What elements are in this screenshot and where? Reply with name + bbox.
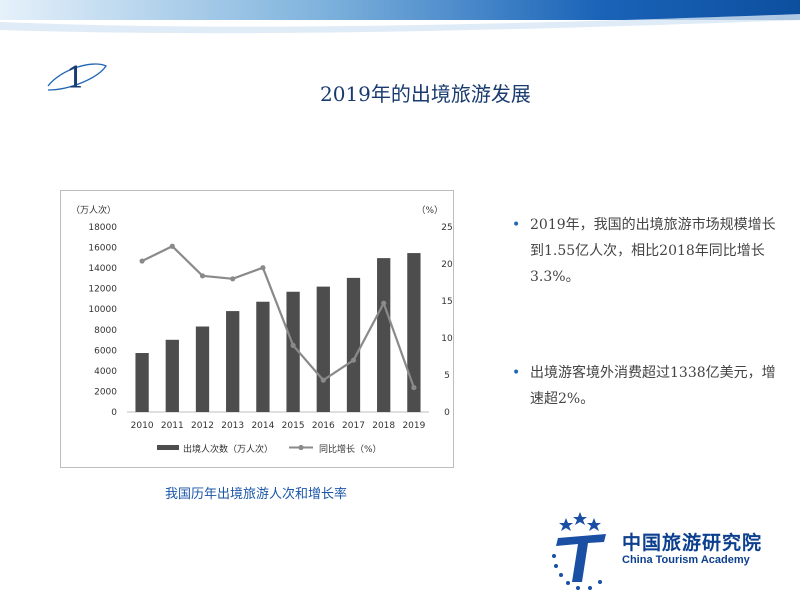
growth-point-2014 bbox=[260, 265, 266, 271]
left-tick-label: 12000 bbox=[88, 285, 117, 295]
left-tick-label: 4000 bbox=[94, 367, 117, 377]
logo-t-star-icon bbox=[552, 512, 606, 590]
legend-line-marker bbox=[298, 444, 304, 451]
right-tick-label: 20 bbox=[441, 260, 453, 270]
header-band bbox=[0, 0, 800, 20]
chart-container: （万人次） （%） 0 2000 4000 6000 8000 10000 12000 14000… bbox=[60, 190, 454, 468]
right-tick-label: 10 bbox=[441, 334, 453, 344]
combo-chart: （万人次） （%） 0 2000 4000 6000 8000 10000 12000 14000… bbox=[71, 204, 453, 455]
left-tick-label: 14000 bbox=[88, 264, 117, 274]
logo-english-name: China Tourism Academy bbox=[622, 554, 750, 566]
x-tick-label: 2012 bbox=[191, 421, 214, 431]
x-tick-label: 2018 bbox=[372, 421, 395, 431]
growth-point-2017 bbox=[350, 357, 357, 363]
logo-chinese-name: 中国旅游研究院 bbox=[622, 532, 763, 554]
growth-line bbox=[141, 244, 415, 388]
left-tick-label: 6000 bbox=[94, 346, 117, 356]
bullet-text: 出境游客境外消费超过1338亿美元，增速超2%。 bbox=[530, 365, 776, 407]
bullet-item: • 出境游客境外消费超过1338亿美元，增速超2%。 bbox=[508, 360, 778, 412]
bar-2014 bbox=[256, 301, 270, 412]
bar-2011 bbox=[165, 339, 179, 412]
bar-2015 bbox=[286, 291, 300, 412]
section-number-text: 1 bbox=[66, 61, 85, 96]
growth-point-2011 bbox=[169, 243, 175, 249]
growth-point-2018 bbox=[381, 300, 387, 306]
bar-2010 bbox=[135, 353, 149, 412]
left-tick-label: 10000 bbox=[88, 305, 117, 315]
bullet-dot-icon: • bbox=[512, 365, 521, 381]
section-number: 1 bbox=[47, 61, 107, 96]
bar-2018 bbox=[377, 258, 391, 412]
x-tick-label: 2015 bbox=[282, 421, 305, 431]
growth-point-2016 bbox=[320, 377, 326, 383]
bullet-text: 2019年，我国的出境旅游市场规模增长到1.55亿人次，相比2018年同比增长3… bbox=[530, 217, 776, 285]
x-tick-label: 2014 bbox=[251, 421, 274, 431]
right-axis-unit: （%） bbox=[416, 205, 443, 216]
x-tick-label: 2016 bbox=[312, 421, 335, 431]
growth-point-2012 bbox=[199, 273, 206, 279]
growth-point-2015 bbox=[290, 342, 296, 348]
academy-logo: 中国旅游研究院 China Tourism Academy bbox=[548, 510, 788, 592]
growth-point-2019 bbox=[411, 384, 417, 391]
growth-point-2010 bbox=[139, 258, 145, 264]
right-tick-label: 25 bbox=[441, 223, 452, 233]
left-tick-label: 8000 bbox=[94, 326, 117, 336]
left-axis-unit: （万人次） bbox=[71, 204, 116, 216]
x-tick-label: 2011 bbox=[161, 421, 184, 431]
right-tick-label: 5 bbox=[444, 371, 450, 381]
legend-bar-swatch bbox=[157, 445, 179, 450]
left-tick-label: 16000 bbox=[88, 244, 117, 254]
chart-caption: 我国历年出境旅游人次和增长率 bbox=[164, 487, 347, 502]
bullet-dot-icon: • bbox=[512, 217, 521, 233]
slide-title: 2019年的出境旅游发展 bbox=[320, 82, 531, 106]
bar-2012 bbox=[195, 326, 210, 412]
x-tick-label: 2010 bbox=[131, 421, 154, 431]
bar-2016 bbox=[316, 286, 330, 412]
x-tick-label: 2017 bbox=[342, 421, 365, 431]
legend-bar-label: 出境人次数（万人次） bbox=[183, 443, 273, 455]
right-tick-label: 15 bbox=[441, 297, 452, 307]
x-tick-label: 2019 bbox=[402, 421, 425, 431]
bar-2017 bbox=[346, 277, 361, 412]
growth-point-2013 bbox=[230, 276, 236, 282]
x-tick-label: 2013 bbox=[221, 421, 244, 431]
bullet-item: • 2019年，我国的出境旅游市场规模增长到1.55亿人次，相比2018年同比增… bbox=[508, 212, 778, 290]
left-tick-label: 18000 bbox=[88, 223, 117, 233]
right-tick-label: 0 bbox=[444, 408, 450, 418]
left-tick-label: 0 bbox=[111, 408, 117, 418]
bullet-list: • 2019年，我国的出境旅游市场规模增长到1.55亿人次，相比2018年同比增… bbox=[508, 212, 778, 412]
bar-2019 bbox=[407, 253, 421, 412]
bar-2013 bbox=[226, 311, 240, 412]
legend-line-label: 同比增长（%） bbox=[319, 443, 382, 455]
left-tick-label: 2000 bbox=[94, 387, 117, 397]
